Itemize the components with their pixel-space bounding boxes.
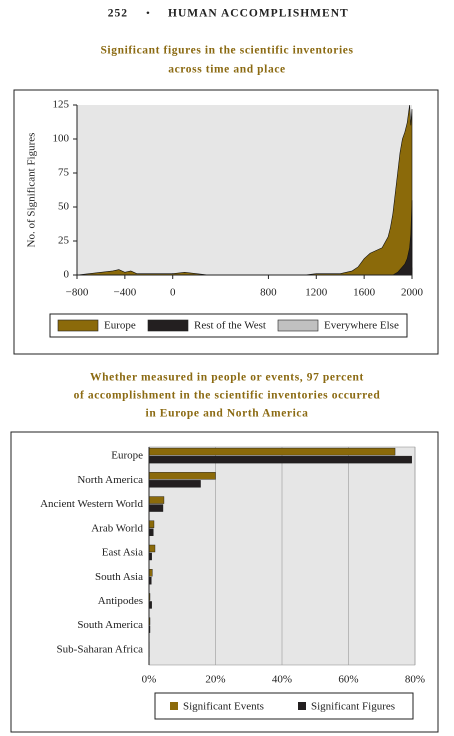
x-tick-label: −400: [113, 287, 136, 299]
x-tick-label: 1600: [353, 287, 376, 299]
x-tick-label: 800: [260, 287, 277, 299]
legend-label: Significant Events: [183, 701, 264, 713]
chart-title: Whether measured in people or events, 97…: [90, 372, 364, 384]
bar: [148, 472, 216, 480]
category-label: Europe: [111, 450, 143, 462]
x-tick-label: −800: [66, 287, 89, 299]
x-tick-label: 2000: [401, 287, 424, 299]
legend-label: Rest of the West: [194, 320, 266, 332]
legend-swatch: [57, 319, 99, 332]
legend-swatch: [147, 319, 189, 332]
bullet: •: [146, 8, 150, 20]
category-label: Ancient Western World: [40, 498, 143, 510]
category-label: South Asia: [95, 571, 143, 583]
chart-title: in Europe and North America: [146, 408, 309, 420]
x-tick-label: 0: [170, 287, 176, 299]
bar: [148, 496, 165, 504]
legend-swatch: [298, 702, 306, 710]
bar: [148, 504, 164, 512]
y-tick-label: 75: [58, 167, 70, 179]
y-tick-label: 0: [64, 269, 70, 281]
chart-title: of accomplishment in the scientific inve…: [74, 390, 381, 402]
legend-label: Everywhere Else: [324, 320, 399, 332]
x-tick-label: 20%: [205, 674, 225, 686]
category-label: Sub-Saharan Africa: [57, 643, 144, 655]
legend-box: [154, 692, 414, 720]
legend-swatch: [277, 319, 319, 332]
category-label: Arab World: [91, 522, 143, 534]
category-label: East Asia: [102, 547, 143, 559]
plot-bg: [77, 105, 412, 275]
chart-title: Significant figures in the scientific in…: [100, 45, 353, 57]
bar: [148, 480, 201, 488]
y-axis-label: No. of Significant Figures: [26, 133, 38, 248]
bar: [148, 455, 412, 464]
x-tick-label: 80%: [405, 674, 425, 686]
x-tick-label: 60%: [338, 674, 358, 686]
x-tick-label: 40%: [272, 674, 292, 686]
page-number: 252: [108, 8, 128, 20]
y-tick-label: 50: [58, 201, 70, 213]
category-label: Antipodes: [98, 595, 143, 607]
bar: [148, 447, 396, 456]
y-tick-label: 25: [58, 235, 70, 247]
running-title: HUMAN ACCOMPLISHMENT: [168, 8, 349, 20]
y-tick-label: 100: [53, 133, 70, 145]
y-tick-label: 125: [53, 99, 70, 111]
bar: [148, 520, 155, 528]
legend-swatch: [170, 702, 178, 710]
bar: [148, 528, 154, 536]
chart-title: across time and place: [168, 64, 285, 76]
area: [76, 104, 413, 276]
legend-label: Europe: [104, 320, 136, 332]
bar: [148, 544, 156, 553]
category-label: South America: [77, 619, 143, 631]
x-tick-label: 0%: [142, 674, 157, 686]
x-tick-label: 1200: [305, 287, 328, 299]
legend-label: Significant Figures: [311, 701, 395, 713]
category-label: North America: [77, 474, 143, 486]
